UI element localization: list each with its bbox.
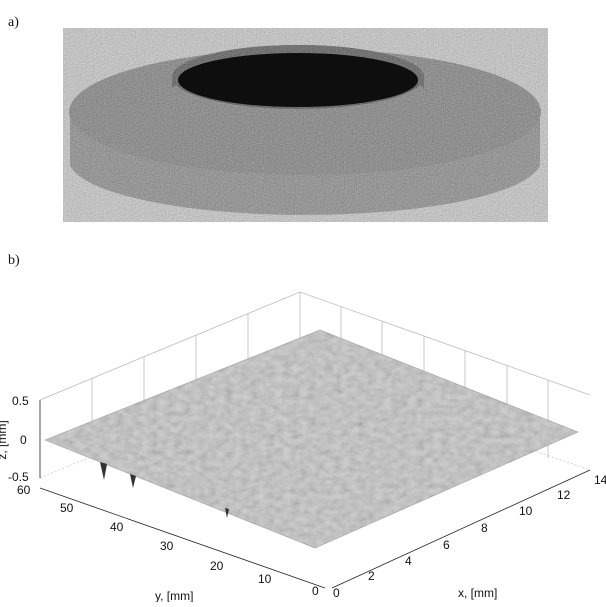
- panel-label: a): [8, 15, 19, 30]
- x-tick-label: 6: [443, 538, 450, 552]
- x-tick-label: 2: [368, 569, 375, 583]
- y-tick-label: 10: [258, 572, 272, 586]
- y-tick-label: 20: [210, 559, 224, 573]
- y-tick-label: 50: [60, 501, 74, 515]
- z-tick-label: 0.5: [12, 394, 29, 408]
- x-tick-label: 12: [557, 488, 571, 502]
- y-tick-label: 40: [110, 520, 124, 534]
- panel-label: b): [8, 253, 20, 268]
- y-tick-label: 30: [160, 539, 174, 553]
- surface: [44, 329, 579, 549]
- z-tick-label: -0.5: [8, 470, 29, 484]
- x-tick-label: 4: [405, 554, 412, 568]
- axis-label: x, [mm]: [458, 586, 497, 600]
- z-tick-label: 0: [20, 433, 27, 447]
- photo: [63, 28, 548, 222]
- y-tick-label: 0: [312, 584, 319, 598]
- x-tick-label: 0: [333, 586, 340, 600]
- x-tick-label: 10: [519, 504, 533, 518]
- axis-label: y, [mm]: [155, 589, 193, 602]
- x-tick-label: 8: [481, 521, 488, 535]
- y-tick-label: 60: [17, 483, 31, 497]
- axis-label: z, [mm]: [0, 420, 9, 459]
- x-tick-label: 14: [594, 473, 606, 487]
